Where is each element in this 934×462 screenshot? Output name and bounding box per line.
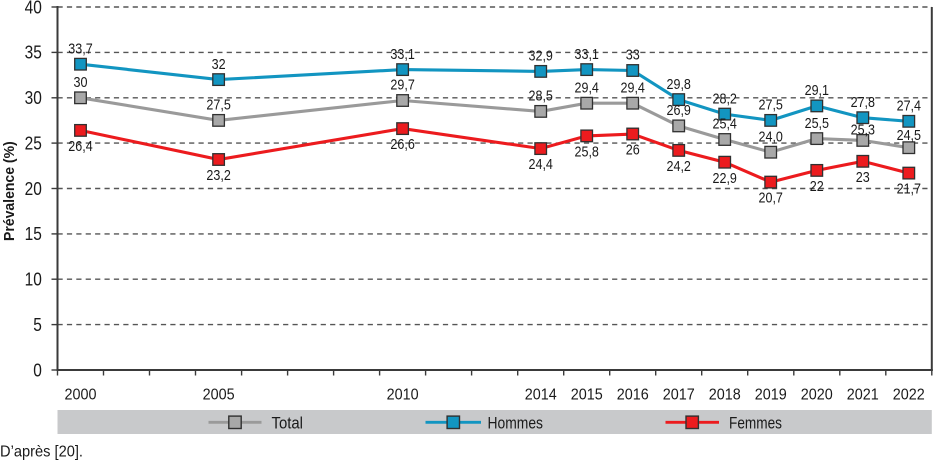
- svg-text:33,1: 33,1: [390, 47, 414, 63]
- svg-text:22: 22: [810, 179, 824, 195]
- svg-text:25,5: 25,5: [805, 116, 829, 132]
- svg-text:Total: Total: [272, 413, 304, 432]
- svg-text:2020: 2020: [801, 387, 833, 404]
- svg-text:25,8: 25,8: [575, 145, 599, 161]
- svg-text:Femmes: Femmes: [729, 413, 782, 432]
- svg-text:2017: 2017: [663, 387, 695, 404]
- svg-text:25,4: 25,4: [713, 117, 737, 133]
- svg-text:22,9: 22,9: [713, 171, 737, 187]
- svg-text:25,3: 25,3: [851, 123, 875, 139]
- svg-text:29,7: 29,7: [390, 78, 414, 94]
- svg-text:2010: 2010: [387, 387, 419, 404]
- svg-text:2018: 2018: [709, 387, 741, 404]
- svg-text:27,5: 27,5: [759, 98, 783, 114]
- svg-text:2021: 2021: [847, 387, 879, 404]
- svg-text:15: 15: [25, 224, 42, 244]
- svg-text:29,4: 29,4: [621, 80, 645, 96]
- svg-text:20: 20: [25, 179, 42, 199]
- svg-text:24,4: 24,4: [529, 157, 553, 173]
- svg-text:2022: 2022: [893, 387, 925, 404]
- svg-text:5: 5: [33, 315, 42, 335]
- svg-text:2014: 2014: [525, 387, 557, 404]
- svg-text:24,5: 24,5: [897, 128, 921, 144]
- svg-text:21,7: 21,7: [897, 182, 921, 198]
- svg-text:2015: 2015: [571, 387, 603, 404]
- svg-text:Prévalence (%): Prévalence (%): [2, 141, 18, 241]
- svg-text:2016: 2016: [617, 387, 649, 404]
- svg-text:29,1: 29,1: [805, 83, 829, 99]
- svg-text:25: 25: [25, 133, 42, 153]
- svg-text:28,5: 28,5: [529, 89, 553, 105]
- svg-text:33: 33: [626, 48, 640, 64]
- svg-text:26: 26: [626, 143, 640, 159]
- svg-text:33,7: 33,7: [68, 41, 92, 57]
- svg-text:35: 35: [25, 43, 42, 63]
- svg-text:26,4: 26,4: [68, 139, 92, 155]
- svg-text:33,1: 33,1: [575, 47, 599, 63]
- svg-text:2019: 2019: [755, 387, 787, 404]
- svg-text:D’après [20].: D’après [20].: [0, 443, 83, 460]
- svg-text:Hommes: Hommes: [488, 413, 544, 432]
- svg-text:40: 40: [25, 0, 42, 17]
- svg-text:32,9: 32,9: [529, 49, 553, 65]
- svg-text:20,7: 20,7: [759, 191, 783, 207]
- svg-text:2005: 2005: [203, 387, 235, 404]
- svg-text:32: 32: [212, 57, 226, 73]
- svg-text:26,6: 26,6: [390, 137, 414, 153]
- svg-text:29,4: 29,4: [575, 80, 599, 96]
- svg-text:26,9: 26,9: [667, 103, 691, 119]
- svg-text:23: 23: [856, 170, 870, 186]
- svg-text:23,2: 23,2: [206, 168, 230, 184]
- svg-text:24,2: 24,2: [667, 159, 691, 175]
- svg-text:2000: 2000: [65, 387, 97, 404]
- svg-text:27,4: 27,4: [897, 99, 921, 115]
- svg-text:30: 30: [74, 75, 88, 91]
- svg-text:27,8: 27,8: [851, 95, 875, 111]
- svg-text:28,2: 28,2: [713, 91, 737, 107]
- svg-text:0: 0: [33, 360, 42, 380]
- svg-text:30: 30: [25, 88, 42, 108]
- svg-text:24,0: 24,0: [759, 129, 783, 145]
- svg-text:29,8: 29,8: [667, 77, 691, 93]
- svg-text:27,5: 27,5: [206, 98, 230, 114]
- svg-text:10: 10: [25, 270, 42, 290]
